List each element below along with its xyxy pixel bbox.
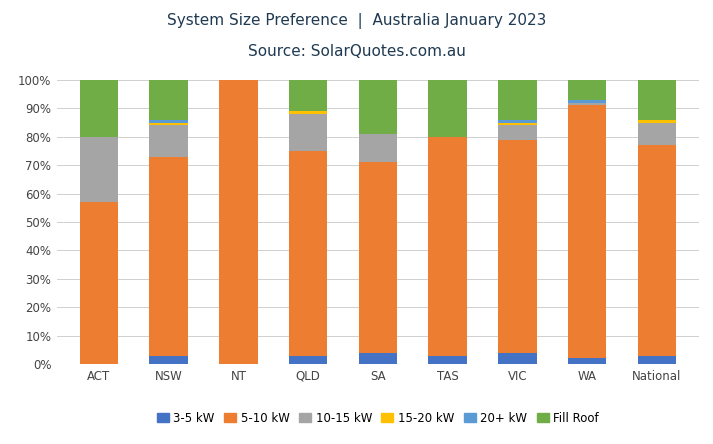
- Bar: [289, 151, 327, 356]
- Bar: [429, 80, 467, 137]
- Bar: [150, 125, 188, 157]
- Bar: [637, 123, 676, 145]
- Bar: [289, 356, 327, 364]
- Bar: [637, 356, 676, 364]
- Bar: [568, 80, 606, 100]
- Bar: [429, 137, 467, 356]
- Bar: [637, 80, 676, 120]
- Bar: [498, 125, 537, 139]
- Bar: [498, 353, 537, 364]
- Bar: [289, 111, 327, 114]
- Bar: [568, 103, 606, 106]
- Bar: [568, 106, 606, 358]
- Bar: [150, 157, 188, 356]
- Bar: [359, 353, 397, 364]
- Bar: [80, 80, 118, 137]
- Bar: [289, 114, 327, 151]
- Bar: [568, 358, 606, 364]
- Bar: [150, 123, 188, 125]
- Bar: [359, 134, 397, 163]
- Bar: [359, 80, 397, 134]
- Bar: [219, 80, 257, 364]
- Bar: [80, 202, 118, 364]
- Bar: [637, 145, 676, 356]
- Bar: [498, 139, 537, 353]
- Bar: [498, 80, 537, 120]
- Bar: [150, 80, 188, 120]
- Text: System Size Preference  |  Australia January 2023: System Size Preference | Australia Janua…: [167, 13, 546, 29]
- Text: Source: SolarQuotes.com.au: Source: SolarQuotes.com.au: [247, 44, 466, 59]
- Bar: [359, 163, 397, 353]
- Bar: [150, 120, 188, 123]
- Bar: [568, 100, 606, 103]
- Bar: [637, 120, 676, 123]
- Bar: [289, 80, 327, 111]
- Bar: [80, 137, 118, 202]
- Bar: [498, 120, 537, 123]
- Legend: 3-5 kW, 5-10 kW, 10-15 kW, 15-20 kW, 20+ kW, Fill Roof: 3-5 kW, 5-10 kW, 10-15 kW, 15-20 kW, 20+…: [152, 407, 604, 429]
- Bar: [498, 123, 537, 125]
- Bar: [150, 356, 188, 364]
- Bar: [429, 356, 467, 364]
